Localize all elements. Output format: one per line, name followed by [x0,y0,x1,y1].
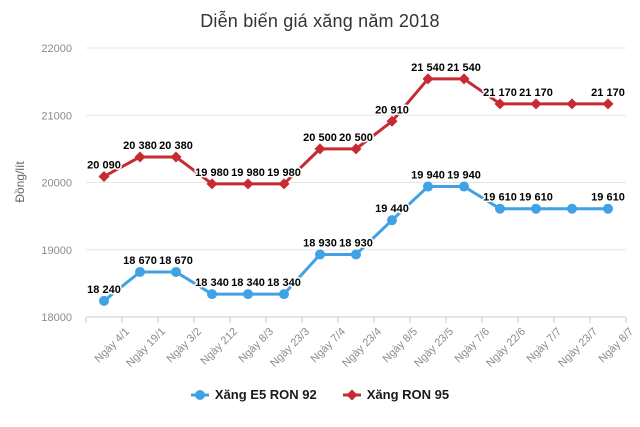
data-label: 19 940 [447,170,481,182]
data-label: 19 610 [519,192,553,204]
data-point[interactable] [423,181,433,192]
data-point[interactable] [278,178,290,190]
data-point[interactable] [98,170,110,182]
data-point[interactable] [530,98,542,110]
data-point[interactable] [171,266,181,277]
data-point[interactable] [315,249,325,260]
data-point[interactable] [458,73,470,85]
data-label: 19 610 [591,192,625,204]
data-label: 20 910 [375,104,409,116]
data-label: 21 170 [519,87,553,99]
data-point[interactable] [242,178,254,190]
data-label: 21 540 [411,62,445,74]
data-point[interactable] [279,289,289,300]
y-tick-label: 20000 [41,178,72,190]
data-point[interactable] [387,215,397,226]
data-label: 21 170 [483,87,517,99]
data-label: 20 500 [339,132,373,144]
data-label: 20 380 [123,140,157,152]
data-point[interactable] [350,143,362,155]
data-point[interactable] [134,151,146,163]
data-label: 18 930 [303,237,337,249]
data-label: 18 340 [195,277,229,289]
data-point[interactable] [135,266,145,277]
data-label: 21 540 [447,62,481,74]
data-point[interactable] [566,98,578,110]
data-label: 19 980 [231,167,265,179]
data-point[interactable] [567,203,577,214]
data-point[interactable] [531,203,541,214]
y-tick-label: 19000 [41,245,72,257]
data-label: 19 980 [195,167,229,179]
data-point[interactable] [314,143,326,155]
data-point[interactable] [206,178,218,190]
data-label: 18 930 [339,237,373,249]
data-point[interactable] [351,249,361,260]
y-tick-label: 22000 [41,43,72,55]
legend-marker-circle-icon [190,389,209,400]
data-point[interactable] [243,289,253,300]
data-label: 19 940 [411,170,445,182]
data-point[interactable] [602,98,614,110]
legend-label: Xăng E5 RON 92 [214,387,317,402]
data-point[interactable] [207,289,217,300]
data-label: 20 090 [87,159,121,171]
chart-title: Diễn biến giá xăng năm 2018 [200,11,440,31]
data-label: 20 380 [159,140,193,152]
data-point[interactable] [170,151,182,163]
data-point[interactable] [99,295,109,306]
data-label: 18 240 [87,284,121,296]
legend-item-xang-ron-95[interactable]: Xăng RON 95 [342,387,450,402]
y-axis-title: Đồng/lít [13,161,27,203]
legend: Xăng E5 RON 92 Xăng RON 95 [0,387,640,402]
x-tick-label: Ngày 23/4 [340,326,384,370]
data-label: 19 980 [267,167,301,179]
legend-marker-diamond-icon [342,389,361,400]
legend-item-xang-e5-ron-92[interactable]: Xăng E5 RON 92 [190,387,317,402]
data-label: 18 340 [231,277,265,289]
data-point[interactable] [459,181,469,192]
y-tick-label: 18000 [41,312,72,324]
legend-label: Xăng RON 95 [366,387,450,402]
x-tick-label: Ngày 8/7 [597,326,637,366]
data-label: 18 670 [123,255,157,267]
data-point[interactable] [495,203,505,214]
data-label: 21 170 [591,87,625,99]
x-tick-label: Ngày 19/1 [124,326,168,370]
x-tick-label: Ngày 23/3 [268,326,312,370]
x-tick-label: Ngày 22/6 [484,326,528,370]
data-label: 20 500 [303,132,337,144]
data-point[interactable] [422,73,434,85]
data-label: 19 440 [375,203,409,215]
data-point[interactable] [603,203,613,214]
x-tick-label: Ngày 23/7 [556,326,600,370]
data-point[interactable] [386,115,398,127]
x-tick-label: Ngày 23/5 [412,326,456,370]
data-point[interactable] [494,98,506,110]
data-label: 18 340 [267,277,301,289]
data-label: 18 670 [159,255,193,267]
x-tick-label: Ngày 212 [198,326,240,368]
y-tick-label: 21000 [41,110,72,122]
data-label: 19 610 [483,192,517,204]
